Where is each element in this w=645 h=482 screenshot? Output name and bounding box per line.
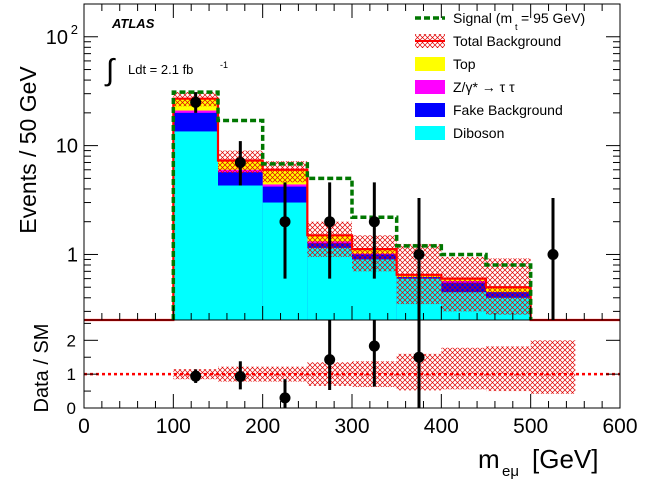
y-tick-label-exp-100: 2 <box>71 22 78 37</box>
x-tick-label-400: 400 <box>424 415 459 438</box>
ratio-y-tick-label-2: 2 <box>67 331 76 350</box>
bar-0-1 <box>218 185 263 320</box>
legend: Signal (mt= 95 GeV) Total Background Top Z/… <box>415 10 585 141</box>
ratio-unc-8 <box>530 340 576 394</box>
legend-label-1: Total Background <box>453 33 561 49</box>
legend-label-3: Z/γ* → τ τ <box>453 79 515 95</box>
data-point-5 <box>413 248 425 260</box>
ratio-point-0 <box>190 370 202 382</box>
x-tick-label-600: 600 <box>602 415 637 438</box>
y-tick-label-100: 10 <box>46 27 68 49</box>
y-tick-label-10: 10 <box>56 136 78 158</box>
y-tick-label-1: 1 <box>67 244 78 266</box>
ratio-y-tick-label-1: 1 <box>67 365 76 384</box>
legend-label-4: Fake Background <box>453 102 563 118</box>
data-point-1 <box>234 156 246 168</box>
x-axis-label: m <box>478 444 500 474</box>
x-tick-label-0: 0 <box>78 415 90 438</box>
data-point-0 <box>190 96 202 108</box>
data-point-2 <box>279 216 291 228</box>
legend-swatch-5 <box>415 126 445 140</box>
x-tick-label-500: 500 <box>513 415 548 438</box>
legend-swatch-3 <box>415 80 445 94</box>
bkg-unc-2 <box>262 161 308 183</box>
atlas-label: ATLAS <box>111 16 155 31</box>
legend-label-sub-0: t <box>515 22 518 32</box>
x-tick-label-200: 200 <box>245 415 280 438</box>
signal-line <box>171 90 533 320</box>
ratio-point-1 <box>234 371 246 383</box>
ratio-unc-7 <box>486 346 531 392</box>
x-axis-label-unit: [GeV] <box>532 444 598 474</box>
data-point-3 <box>324 216 336 228</box>
ratio-point-4 <box>368 340 380 352</box>
bkg-unc-6 <box>441 256 486 312</box>
ratio-panel: 0 1 2 0 100 200 300 400 500 600 <box>67 319 638 438</box>
legend-label-rest-0: = 95 GeV) <box>521 10 585 26</box>
legend-label-5: Diboson <box>453 125 504 141</box>
axis-labels: Events / 50 GeV Data / SM m eμ [GeV] <box>15 66 598 480</box>
ratio-point-3 <box>324 354 336 366</box>
ratio-y-tick-label-0: 0 <box>67 399 76 418</box>
x-tick-label-300: 300 <box>334 415 369 438</box>
ratio-point-2 <box>279 392 291 404</box>
integral-sign: ∫ <box>104 54 116 87</box>
lumi-exponent: -1 <box>220 60 228 70</box>
legend-swatch-4 <box>415 103 445 117</box>
ratio-point-5 <box>413 351 425 363</box>
lumi-label: Ldt = 2.1 fb <box>128 62 193 77</box>
legend-swatch-2 <box>415 57 445 71</box>
x-tick-label-100: 100 <box>156 415 191 438</box>
ratio-unc-6 <box>441 347 486 390</box>
data-point-4 <box>368 216 380 228</box>
main-y-axis-label: Events / 50 GeV <box>15 66 41 234</box>
bar-0-0 <box>173 131 218 320</box>
ratio-y-axis-label: Data / SM <box>31 324 53 413</box>
legend-label-0: Signal (m <box>453 10 512 26</box>
data-point-6 <box>547 248 559 260</box>
x-axis-label-sub: eμ <box>502 463 519 480</box>
legend-label-2: Top <box>453 56 476 72</box>
